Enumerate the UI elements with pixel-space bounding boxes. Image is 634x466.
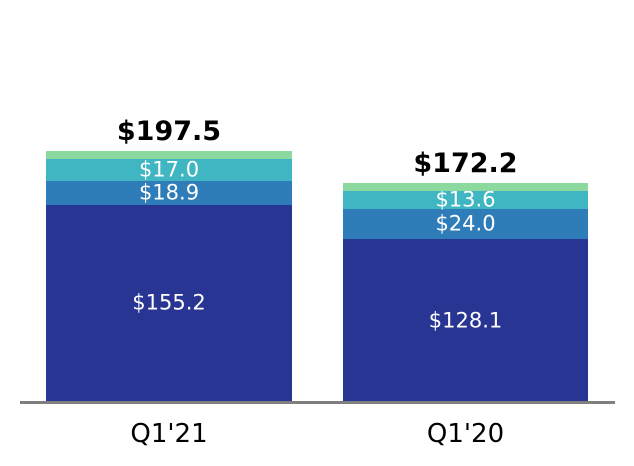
bar-segment-medium-blue-segment	[343, 208, 588, 240]
x-axis-category-label: Q1'20	[426, 419, 505, 449]
bar-segment-teal-segment	[46, 159, 292, 181]
bar-total-label: $172.2	[413, 148, 518, 180]
bar-segment-green-segment	[343, 183, 588, 192]
x-axis-category-label: Q1'21	[130, 419, 208, 449]
segment-value-label: $24.0	[435, 211, 496, 236]
bar-total-label: $197.5	[116, 115, 222, 147]
segment-value-label: $155.2	[132, 290, 206, 315]
segment-value-label: $128.1	[428, 308, 503, 333]
bar-segment-teal-segment	[343, 191, 588, 209]
segment-value-label: $18.9	[138, 180, 200, 205]
bar-segment-dark-blue-segment	[46, 204, 292, 402]
segment-value-label: $17.0	[138, 157, 200, 182]
bar-segment-green-segment	[46, 150, 292, 160]
bar-segment-dark-blue-segment	[343, 239, 588, 402]
x-axis-line	[20, 401, 615, 404]
segment-value-label: $13.6	[435, 187, 496, 212]
bar-segment-medium-blue-segment	[46, 180, 292, 205]
